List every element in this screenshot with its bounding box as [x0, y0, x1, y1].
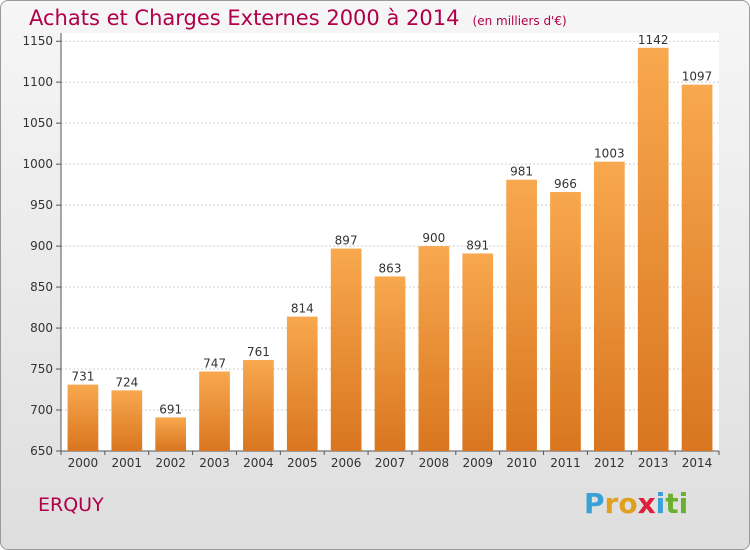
bar-2004: [243, 360, 274, 451]
value-label-2007: 863: [379, 261, 402, 275]
x-tick-label-2000: 2000: [68, 456, 99, 470]
chart-title-block: Achats et Charges Externes 2000 à 2014 (…: [29, 6, 567, 30]
y-tick-label: 1000: [22, 157, 53, 171]
value-label-2010: 981: [510, 165, 533, 179]
y-tick-label: 950: [30, 198, 53, 212]
chart-subtitle: (en milliers d'€): [472, 14, 567, 28]
bar-2013: [637, 47, 669, 452]
bar-2003: [199, 371, 230, 451]
y-tick-label: 1150: [22, 34, 53, 48]
y-tick-label: 1100: [22, 75, 53, 89]
logo-letter: r: [604, 487, 619, 520]
y-tick-labels: 650 700 750 800 850 900 950 1000 1050 1100 1150: [22, 34, 53, 458]
y-tick-label: 700: [30, 403, 53, 417]
logo-letter: x: [637, 487, 656, 520]
value-label-2011: 966: [554, 177, 577, 191]
value-label-2008: 900: [422, 231, 445, 245]
x-tick-label-2013: 2013: [638, 456, 669, 470]
y-tick-label: 1050: [22, 116, 53, 130]
x-tick-label-2005: 2005: [287, 456, 318, 470]
value-label-2013: 1142: [638, 33, 669, 47]
y-tick-label: 750: [30, 362, 53, 376]
logo-letter: i: [678, 487, 689, 520]
bars: [67, 47, 713, 452]
x-tick-label-2008: 2008: [419, 456, 450, 470]
logo-letter: t: [665, 487, 679, 520]
y-tick-label: 800: [30, 321, 53, 335]
value-label-2014: 1097: [682, 70, 713, 84]
bar-2009: [462, 253, 494, 451]
x-tick-label-2001: 2001: [112, 456, 143, 470]
x-tick-label-2011: 2011: [550, 456, 581, 470]
logo-letter: i: [655, 487, 666, 520]
bar-2005: [286, 316, 318, 451]
bar-2006: [330, 248, 362, 451]
bar-2001: [111, 390, 143, 451]
bar-2012: [593, 161, 625, 451]
bar-2007: [374, 276, 406, 451]
x-tick-label-2014: 2014: [682, 456, 713, 470]
bar-2010: [506, 179, 537, 451]
value-label-2002: 691: [159, 402, 182, 416]
value-labels: 731 724 691 747 761 814 897 863 900 891 981 966 1003…: [71, 33, 712, 417]
x-tick-label-2006: 2006: [331, 456, 362, 470]
x-tick-label-2002: 2002: [155, 456, 186, 470]
value-label-2006: 897: [335, 234, 358, 248]
x-tick-label-2009: 2009: [462, 456, 493, 470]
value-label-2003: 747: [203, 356, 226, 370]
x-tick-label-2004: 2004: [243, 456, 274, 470]
value-label-2000: 731: [71, 370, 94, 384]
bar-2014: [681, 84, 713, 452]
bar-2011: [550, 192, 581, 452]
bar-2000: [67, 384, 99, 451]
x-tick-label-2010: 2010: [506, 456, 537, 470]
y-tick-label: 650: [30, 444, 53, 458]
y-tick-label: 900: [30, 239, 53, 253]
bar-2008: [418, 246, 450, 451]
value-label-2005: 814: [291, 302, 314, 316]
x-tick-labels: 2000 2001 2002 2003 2004 2005 2006 2007 2008 2009…: [68, 456, 713, 470]
x-tick-label-2003: 2003: [199, 456, 230, 470]
x-tick-label-2012: 2012: [594, 456, 625, 470]
value-label-2001: 724: [115, 375, 138, 389]
value-label-2009: 891: [466, 238, 489, 252]
x-tick-label-2007: 2007: [375, 456, 406, 470]
town-name: ERQUY: [38, 494, 104, 516]
value-label-2004: 761: [247, 345, 270, 359]
logo-letter: o: [618, 487, 638, 520]
logo-letter: P: [584, 487, 605, 520]
y-tick-label: 850: [30, 280, 53, 294]
proxiti-logo: Proxiti: [584, 487, 688, 520]
bar-2002: [155, 417, 187, 451]
chart-title: Achats et Charges Externes 2000 à 2014: [29, 6, 460, 30]
value-label-2012: 1003: [594, 147, 625, 161]
